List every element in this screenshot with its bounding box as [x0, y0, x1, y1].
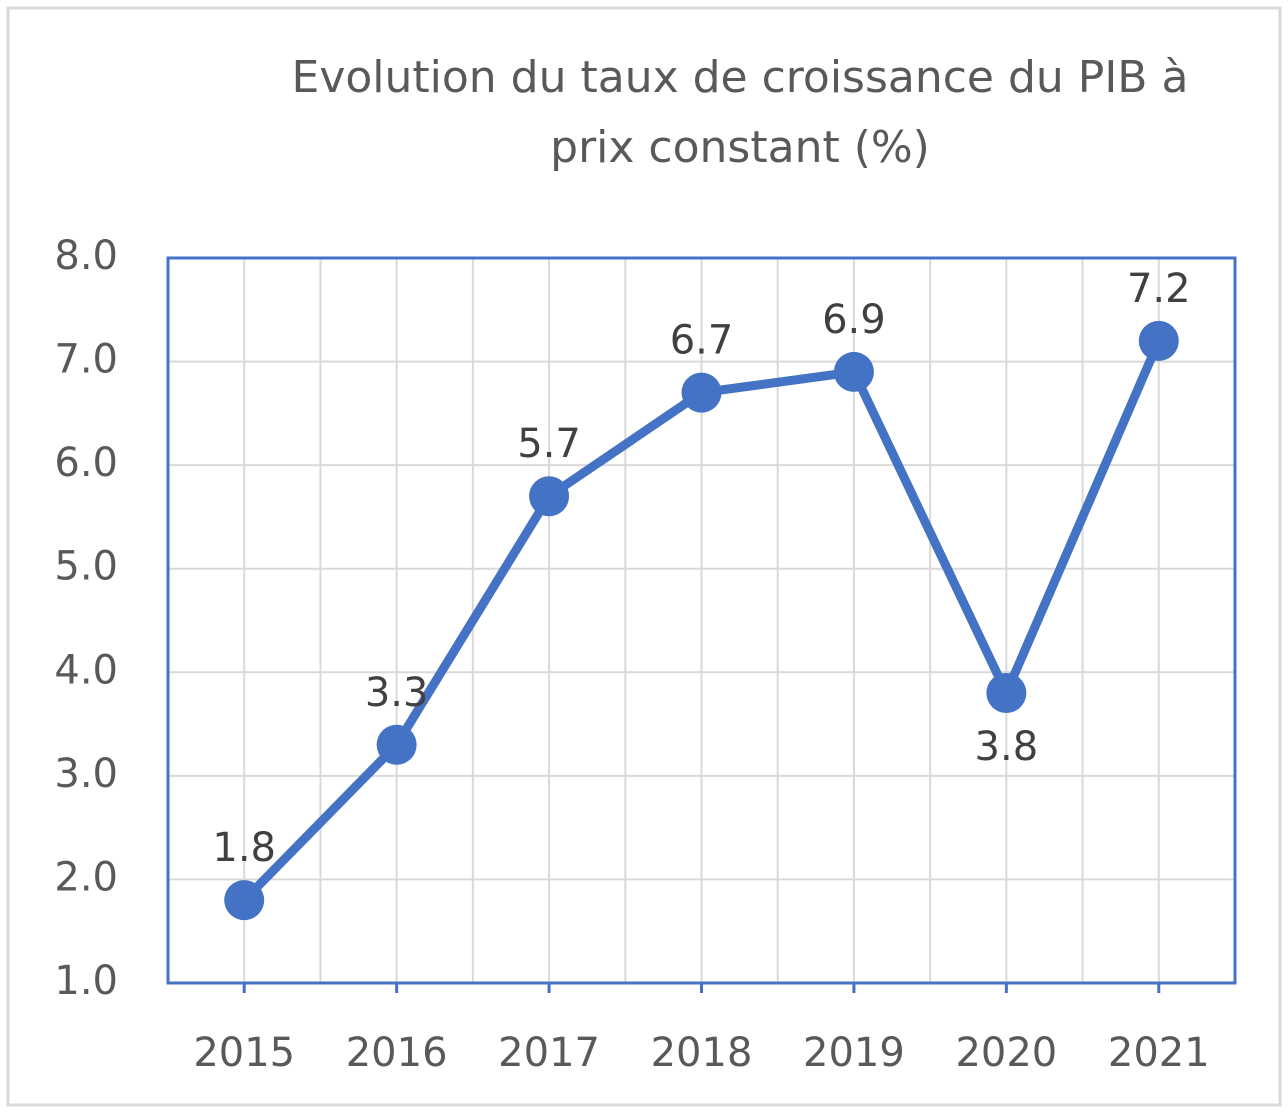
x-tick-label: 2017 — [498, 1030, 600, 1076]
chart-title: Evolution du taux de croissance du PIB à — [292, 52, 1189, 103]
data-label: 6.7 — [670, 318, 734, 364]
x-tick-label: 2019 — [803, 1030, 905, 1076]
x-tick-label: 2021 — [1108, 1030, 1210, 1076]
data-label: 3.8 — [975, 724, 1039, 770]
data-label: 1.8 — [212, 825, 276, 871]
y-tick-label: 1.0 — [54, 958, 118, 1004]
data-label: 5.7 — [517, 421, 581, 467]
data-point — [1138, 320, 1179, 361]
data-point — [681, 372, 722, 413]
data-point — [833, 351, 874, 392]
data-label: 3.3 — [365, 670, 429, 716]
data-point — [224, 880, 265, 921]
x-tick-label: 2015 — [193, 1030, 295, 1076]
y-tick-label: 7.0 — [54, 337, 118, 383]
y-tick-label: 8.0 — [54, 233, 118, 279]
data-point — [986, 673, 1027, 713]
x-tick-label: 2020 — [955, 1030, 1057, 1076]
data-label: 6.9 — [822, 297, 886, 343]
y-tick-label: 3.0 — [54, 751, 118, 797]
data-point — [376, 724, 417, 765]
data-label: 7.2 — [1127, 266, 1191, 312]
chart-title: prix constant (%) — [550, 122, 930, 173]
x-tick-label: 2018 — [651, 1030, 753, 1076]
y-tick-label: 5.0 — [54, 544, 118, 590]
y-tick-label: 2.0 — [54, 854, 118, 900]
x-tick-label: 2016 — [346, 1030, 448, 1076]
data-point — [529, 476, 570, 517]
y-tick-label: 4.0 — [54, 647, 118, 693]
y-tick-label: 6.0 — [54, 440, 118, 486]
